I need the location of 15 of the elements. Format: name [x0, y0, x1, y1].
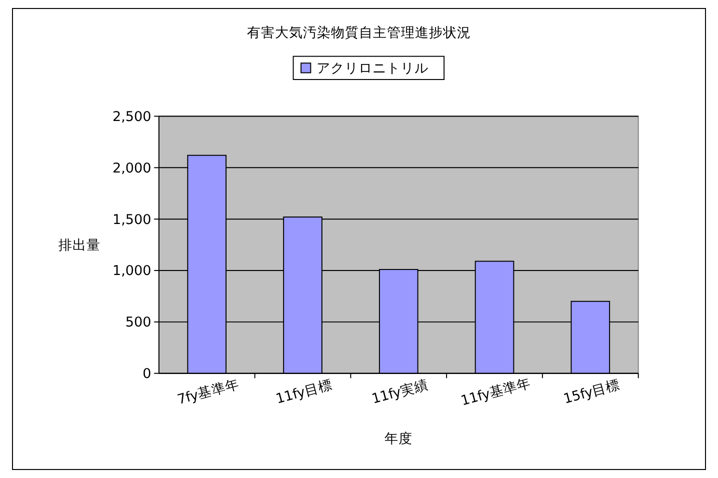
y-tick-label: 2,000	[112, 160, 152, 176]
x-tick-label: 7fy基準年	[176, 376, 241, 408]
legend-label: アクリロニトリル	[316, 60, 428, 77]
y-tick-label: 1,000	[112, 263, 152, 280]
x-tick-label: 11fy実績	[370, 376, 430, 408]
y-tick-label: 1,500	[112, 212, 152, 228]
y-tick-label: 2,500	[112, 108, 152, 125]
y-tick-label: 0	[142, 366, 152, 382]
x-axis-title: 年度	[384, 430, 413, 447]
x-tick-label: 15fy目標	[562, 376, 622, 408]
x-tick-label: 11fy目標	[274, 376, 334, 408]
chart-title: 有害大気汚染物質自主管理進捗状況	[247, 24, 471, 41]
y-tick-label: 500	[125, 314, 152, 331]
x-tick-label: 11fy基準年	[459, 375, 533, 410]
y-axis-title: 排出量	[58, 238, 101, 254]
